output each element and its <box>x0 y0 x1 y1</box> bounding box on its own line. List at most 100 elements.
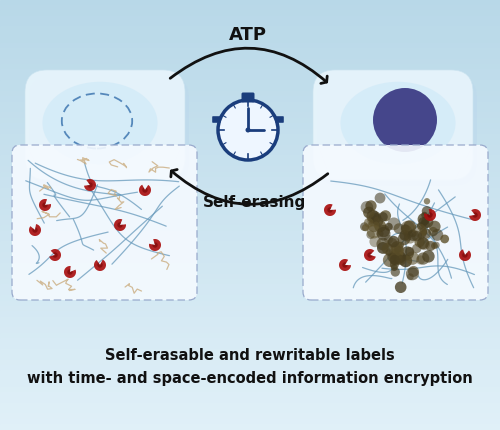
Circle shape <box>407 273 414 280</box>
Bar <box>0 327 500 333</box>
Circle shape <box>428 227 438 237</box>
Circle shape <box>412 231 422 241</box>
Wedge shape <box>88 182 92 188</box>
Bar <box>0 96 500 102</box>
Bar <box>0 101 500 108</box>
Bar <box>0 53 500 59</box>
Circle shape <box>386 250 392 257</box>
Bar <box>0 177 500 183</box>
Bar <box>0 107 500 113</box>
Bar <box>0 230 500 237</box>
Text: Self-erasable and rewritable labels: Self-erasable and rewritable labels <box>105 347 395 362</box>
Text: ATP: ATP <box>229 26 267 44</box>
Bar <box>0 359 500 365</box>
Circle shape <box>376 230 384 237</box>
Circle shape <box>418 239 430 250</box>
Wedge shape <box>29 224 41 236</box>
Bar <box>0 316 500 322</box>
Bar <box>0 295 500 301</box>
Circle shape <box>366 230 375 239</box>
Wedge shape <box>52 252 58 258</box>
Bar <box>0 241 500 247</box>
Bar <box>0 75 500 81</box>
Circle shape <box>417 222 424 230</box>
Circle shape <box>404 233 411 241</box>
Bar <box>0 236 500 242</box>
Circle shape <box>363 207 375 218</box>
Bar <box>0 284 500 290</box>
Bar <box>0 387 500 392</box>
Bar <box>0 258 500 263</box>
Bar <box>0 37 500 43</box>
Circle shape <box>370 213 381 223</box>
Circle shape <box>417 252 430 265</box>
Circle shape <box>416 255 425 264</box>
Circle shape <box>412 244 422 253</box>
Bar <box>0 48 500 54</box>
Circle shape <box>384 235 393 244</box>
Text: Self-erasing: Self-erasing <box>204 194 306 209</box>
Bar <box>0 301 500 306</box>
Circle shape <box>374 218 383 227</box>
Bar <box>0 43 500 49</box>
Wedge shape <box>324 204 336 216</box>
Circle shape <box>362 224 369 231</box>
Wedge shape <box>428 212 432 218</box>
Wedge shape <box>114 219 126 231</box>
Circle shape <box>373 88 437 152</box>
FancyBboxPatch shape <box>212 116 221 123</box>
Bar <box>0 402 500 408</box>
Bar <box>0 344 500 349</box>
Circle shape <box>404 231 410 237</box>
Circle shape <box>394 246 404 256</box>
Bar <box>0 290 500 296</box>
Circle shape <box>368 215 379 227</box>
Circle shape <box>429 221 440 232</box>
Wedge shape <box>469 209 481 221</box>
Circle shape <box>420 220 430 229</box>
Bar <box>0 215 500 220</box>
Bar <box>0 161 500 166</box>
Circle shape <box>366 210 379 223</box>
Circle shape <box>432 229 444 241</box>
Circle shape <box>369 211 381 224</box>
Bar <box>0 365 500 371</box>
Circle shape <box>418 233 424 240</box>
Bar <box>0 209 500 215</box>
Circle shape <box>421 228 431 239</box>
FancyBboxPatch shape <box>12 145 197 300</box>
Circle shape <box>400 246 414 260</box>
FancyBboxPatch shape <box>275 116 284 123</box>
Circle shape <box>378 212 388 221</box>
Bar <box>0 408 500 414</box>
Bar <box>0 279 500 285</box>
Wedge shape <box>342 262 347 268</box>
Circle shape <box>374 220 386 232</box>
Wedge shape <box>462 252 468 258</box>
Circle shape <box>421 230 427 236</box>
Circle shape <box>406 252 419 265</box>
Wedge shape <box>459 249 471 261</box>
Bar <box>0 220 500 226</box>
Wedge shape <box>64 266 76 278</box>
Wedge shape <box>152 242 158 248</box>
Circle shape <box>392 249 401 258</box>
Circle shape <box>389 252 402 266</box>
Bar <box>0 58 500 64</box>
Circle shape <box>422 206 432 216</box>
Bar <box>0 64 500 70</box>
Circle shape <box>408 230 418 241</box>
Bar <box>0 32 500 38</box>
Circle shape <box>388 218 400 230</box>
Bar <box>0 349 500 355</box>
Circle shape <box>387 238 398 249</box>
Circle shape <box>399 255 412 267</box>
Circle shape <box>384 223 393 231</box>
Circle shape <box>390 255 400 265</box>
Bar <box>0 123 500 129</box>
Circle shape <box>383 253 397 267</box>
Wedge shape <box>364 249 376 261</box>
Bar <box>0 424 500 430</box>
Bar <box>0 5 500 11</box>
Circle shape <box>422 250 434 263</box>
